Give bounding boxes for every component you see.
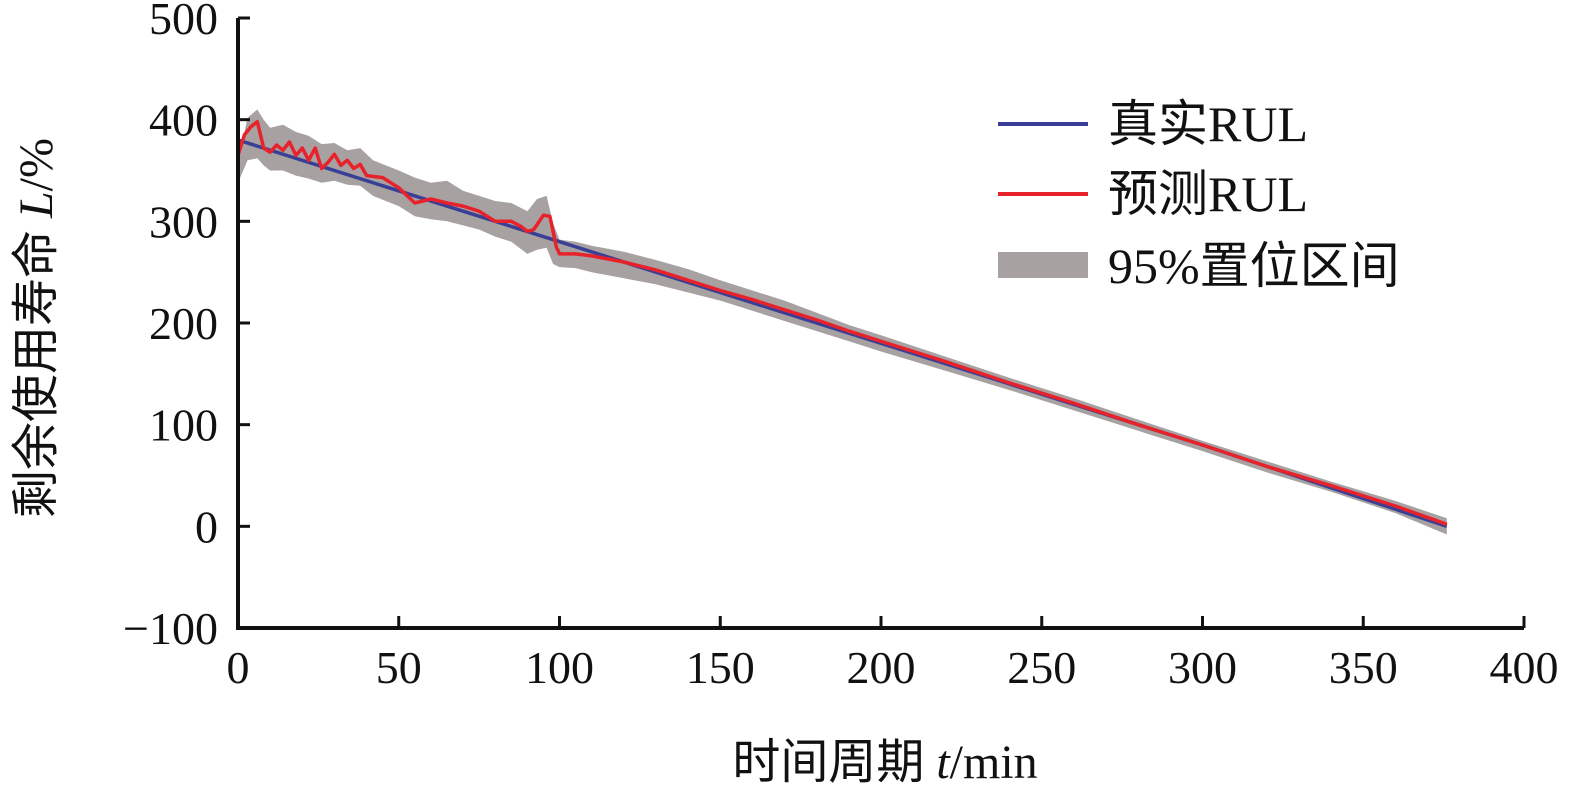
y-tick-label: 500	[149, 0, 218, 44]
y-axis-label-var: L	[10, 191, 63, 219]
x-axis-label-main: 时间周期	[732, 736, 936, 789]
y-ticks: −100 0 100 200 300 400 500	[123, 0, 250, 654]
legend: 真实RUL 预测RUL 95%置位区间	[998, 96, 1400, 294]
x-tick-label: 300	[1168, 642, 1237, 693]
legend-label-confidence-band: 95%置位区间	[1108, 238, 1400, 294]
x-tick-label: 400	[1490, 642, 1559, 693]
predicted-rul-line	[236, 119, 1448, 526]
legend-label-true-rul: 真实RUL	[1108, 96, 1308, 152]
x-tick-label: 350	[1329, 642, 1398, 693]
legend-swatch-confidence-band	[998, 252, 1088, 278]
y-axis-label-main: 剩余使用寿命	[10, 218, 63, 518]
y-tick-label: 100	[149, 400, 218, 451]
x-tick-label: 150	[686, 642, 755, 693]
y-tick-label: 200	[149, 298, 218, 349]
y-tick-label: 0	[195, 501, 218, 552]
x-axis-label-var: t	[936, 736, 951, 789]
x-tick-label: 200	[847, 642, 916, 693]
x-axis-label-unit: /min	[950, 736, 1038, 789]
x-axis-label: 时间周期 t/min	[732, 736, 1037, 789]
x-tick-label: 50	[376, 642, 422, 693]
x-tick-label: 0	[227, 642, 250, 693]
legend-label-predicted-rul: 预测RUL	[1108, 166, 1308, 222]
y-axis-label-unit: /%	[10, 138, 63, 191]
y-tick-label: 400	[149, 95, 218, 146]
x-ticks: 0 50 100 150 200 250 300 350 400	[227, 616, 1559, 693]
y-tick-label: −100	[123, 603, 218, 654]
y-axis-label: 剩余使用寿命 L/%	[10, 138, 63, 518]
y-tick-label: 300	[149, 196, 218, 247]
x-tick-label: 100	[525, 642, 594, 693]
x-tick-label: 250	[1007, 642, 1076, 693]
